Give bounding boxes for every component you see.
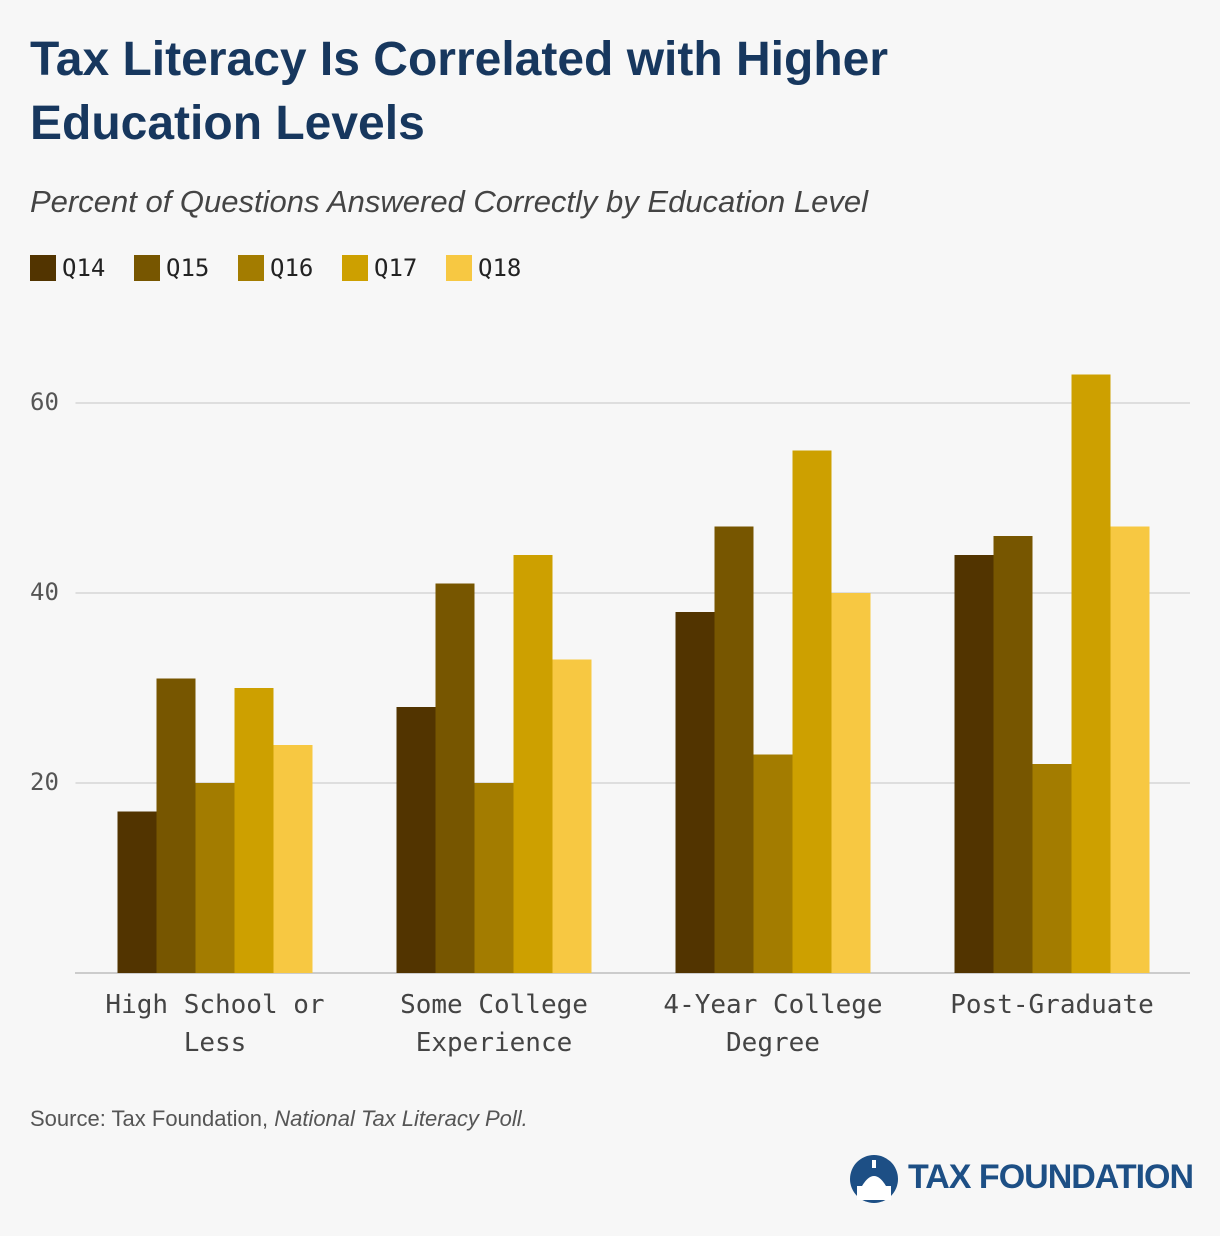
bar: [1110, 526, 1150, 973]
y-tick-label: 20: [30, 768, 59, 796]
bar: [675, 612, 715, 973]
legend-swatch: [30, 255, 56, 281]
chart-title: Tax Literacy Is Correlated with Higher E…: [30, 33, 889, 150]
legend-swatch: [342, 255, 368, 281]
bar: [792, 450, 832, 973]
bar: [1032, 764, 1072, 973]
bar: [396, 707, 436, 973]
logo: TAX FOUNDATION: [908, 1158, 1194, 1196]
source-text: Source: Tax Foundation,: [30, 1106, 275, 1131]
x-tick-label: Post-Graduate: [950, 990, 1154, 1020]
legend-swatch: [446, 255, 472, 281]
x-tick-label: High School or Less: [105, 990, 325, 1058]
y-tick-label: 40: [30, 578, 59, 606]
y-tick-label: 60: [30, 388, 59, 416]
source-title: National Tax Literacy Poll.: [274, 1106, 528, 1131]
legend-label: Q14: [62, 254, 106, 282]
legend-label: Q18: [478, 254, 522, 282]
bar: [195, 783, 235, 973]
bar: [552, 659, 592, 973]
bar: [234, 688, 274, 973]
legend-label: Q16: [270, 254, 314, 282]
legend-label: Q15: [166, 254, 210, 282]
bar: [954, 555, 994, 973]
x-tick-label: Some College Experience: [400, 990, 588, 1058]
x-tick-label: 4-Year College Degree: [663, 990, 883, 1058]
bar: [117, 811, 157, 973]
bar: [156, 678, 196, 973]
bar: [714, 526, 754, 973]
bar: [753, 754, 793, 973]
bar: [831, 593, 871, 973]
bar: [993, 536, 1033, 973]
legend-swatch: [238, 255, 264, 281]
legend-swatch: [134, 255, 160, 281]
legend-item: Q16: [238, 254, 313, 282]
bar: [435, 583, 475, 973]
legend-item: Q15: [134, 254, 209, 282]
source: Source: Tax Foundation, National Tax Lit…: [30, 1106, 528, 1132]
logo-icon: [850, 1155, 898, 1203]
legend-item: Q17: [342, 254, 417, 282]
bar: [1071, 374, 1111, 973]
legend-label: Q17: [374, 254, 418, 282]
bar: [513, 555, 553, 973]
legend-item: Q18: [446, 254, 521, 282]
chart-subtitle: Percent of Questions Answered Correctly …: [30, 184, 868, 219]
legend-item: Q14: [30, 254, 105, 282]
bar: [474, 783, 514, 973]
bar: [273, 745, 313, 973]
